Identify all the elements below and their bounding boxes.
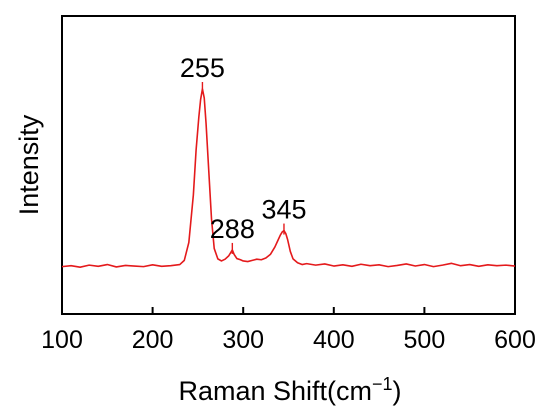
x-tick-label-200: 200 (132, 326, 174, 354)
peak-label-255: 255 (180, 53, 225, 83)
x-tick-label-100: 100 (41, 326, 83, 354)
spectrum-line (61, 88, 516, 269)
x-axis-title-suffix: ) (393, 376, 402, 406)
x-tick-label-600: 600 (494, 326, 536, 354)
x-axis-ticks (61, 307, 516, 314)
x-tick-label-400: 400 (313, 326, 355, 354)
peak-label-345: 345 (261, 195, 306, 225)
x-axis-title-main: Raman Shift(cm (178, 376, 372, 406)
x-axis-title-superscript: −1 (372, 374, 393, 394)
x-axis-tick-labels: 100 200 300 400 500 600 (41, 326, 536, 354)
x-axis-title: Raman Shift(cm−1) (178, 374, 401, 406)
x-tick-label-500: 500 (404, 326, 446, 354)
y-axis-title: Intensity (14, 114, 44, 215)
plot-frame (61, 15, 516, 315)
x-tick-label-300: 300 (222, 326, 264, 354)
peak-label-288: 288 (210, 214, 255, 244)
